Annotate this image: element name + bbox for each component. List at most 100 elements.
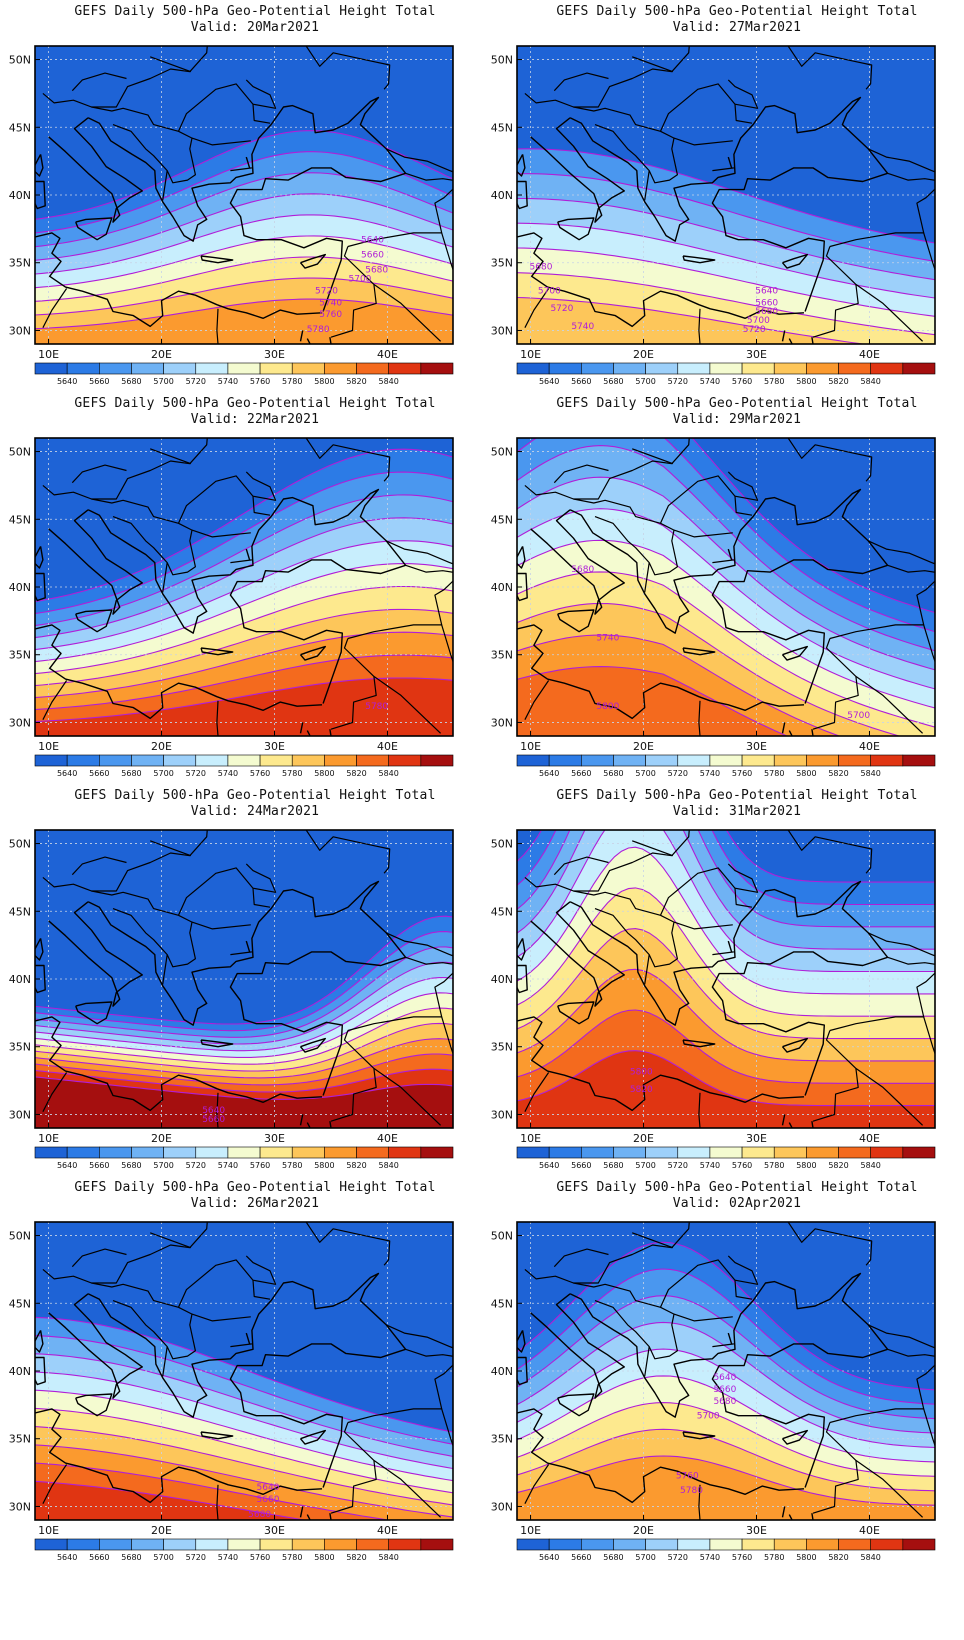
panel-title-line: GEFS Daily 500-hPa Geo-Potential Height … bbox=[74, 788, 436, 803]
contour-line bbox=[35, 585, 453, 675]
country-border bbox=[245, 863, 277, 893]
coastline bbox=[517, 180, 528, 210]
colorbar-label: 5840 bbox=[379, 1161, 399, 1170]
country-border bbox=[727, 471, 759, 501]
colorbar-swatch bbox=[388, 362, 422, 375]
colorbar-swatch bbox=[838, 1538, 871, 1551]
country-border bbox=[305, 1222, 391, 1266]
country-border bbox=[553, 856, 609, 876]
country-border bbox=[923, 1016, 935, 1056]
colorbar-swatch bbox=[131, 1538, 164, 1551]
coastline bbox=[299, 722, 304, 734]
contour-line bbox=[517, 1241, 935, 1391]
lon-label: 40E bbox=[859, 1132, 880, 1145]
coastline bbox=[788, 1122, 793, 1128]
colorbar-swatch bbox=[581, 1538, 614, 1551]
contour-label: 5680 bbox=[571, 565, 594, 575]
lat-label: 35N bbox=[9, 1433, 31, 1446]
country-border bbox=[191, 137, 251, 146]
colorbar-swatch bbox=[741, 1146, 775, 1159]
country-border bbox=[441, 1408, 453, 1448]
lat-label: 50N bbox=[491, 54, 513, 67]
country-border bbox=[191, 529, 251, 538]
contour-line bbox=[517, 571, 935, 728]
country-border bbox=[149, 1232, 192, 1249]
lon-label: 30E bbox=[264, 348, 285, 361]
lat-label: 35N bbox=[9, 257, 31, 270]
lat-label: 35N bbox=[491, 1041, 513, 1054]
colorbar: 5640 5660 5680 5700 5720 5740 5760 5780 5800 5820… bbox=[34, 1538, 454, 1562]
country-border bbox=[162, 1346, 168, 1377]
colorbar-label: 5760 bbox=[250, 769, 270, 778]
country-border bbox=[659, 867, 753, 916]
country-border bbox=[673, 529, 733, 538]
country-border bbox=[216, 1092, 219, 1128]
coastline bbox=[788, 338, 793, 344]
coastline bbox=[245, 940, 251, 953]
coastline bbox=[954, 1292, 960, 1316]
colorbar-label: 5680 bbox=[603, 377, 623, 386]
country-border bbox=[812, 1030, 859, 1122]
colorbar-swatch bbox=[902, 754, 936, 767]
coastline bbox=[245, 1332, 251, 1345]
colorbar-swatch bbox=[741, 754, 775, 767]
lon-label: 20E bbox=[633, 1524, 654, 1537]
colorbar-label: 5760 bbox=[732, 377, 752, 386]
contour-line bbox=[517, 830, 935, 950]
colorbar-label: 5700 bbox=[635, 377, 655, 386]
coastline bbox=[48, 509, 143, 615]
country-border bbox=[631, 840, 674, 857]
coastline bbox=[517, 964, 528, 994]
contour-label: 5720 bbox=[743, 325, 766, 335]
lon-label: 20E bbox=[151, 1132, 172, 1145]
colorbar-label: 5720 bbox=[668, 1161, 688, 1170]
colorbar-label: 5800 bbox=[796, 1553, 816, 1562]
colorbar-swatch bbox=[516, 754, 550, 767]
colorbar-swatch bbox=[291, 1146, 325, 1159]
coastline bbox=[569, 1272, 889, 1488]
valid-prefix: Valid: bbox=[190, 20, 239, 35]
colorbar-label: 5660 bbox=[89, 377, 109, 386]
colorbar-swatch bbox=[163, 362, 197, 375]
colorbar-swatch bbox=[645, 362, 679, 375]
country-border bbox=[347, 956, 453, 1032]
coastline bbox=[557, 217, 595, 241]
colorbar-label: 5760 bbox=[732, 769, 752, 778]
lat-label: 30N bbox=[9, 1108, 31, 1121]
country-border bbox=[230, 1343, 252, 1348]
colorbar-label: 5720 bbox=[668, 1553, 688, 1562]
panel-title-line: GEFS Daily 500-hPa Geo-Potential Height … bbox=[74, 4, 436, 19]
colorbar-label: 5640 bbox=[57, 377, 77, 386]
colorbar-label: 5640 bbox=[57, 769, 77, 778]
contour-line bbox=[35, 448, 453, 603]
contour-line bbox=[517, 1455, 935, 1506]
map-panel-3: GEFS Daily 500-hPa Geo-Potential Height … bbox=[0, 392, 482, 802]
country-border bbox=[330, 638, 377, 730]
contour-line bbox=[35, 1076, 453, 1100]
country-border bbox=[631, 56, 674, 73]
colorbar-swatch bbox=[291, 362, 325, 375]
coastline bbox=[682, 255, 716, 264]
colorbar-swatch bbox=[773, 1146, 807, 1159]
contour-line bbox=[517, 1295, 935, 1420]
colorbar-label: 5840 bbox=[861, 1161, 881, 1170]
contour-label: 5680 bbox=[713, 1397, 736, 1407]
colorbar: 5640 5660 5680 5700 5720 5740 5760 5780 5800 5820… bbox=[34, 1146, 454, 1170]
coastline bbox=[87, 880, 407, 1096]
colorbar-swatch bbox=[709, 1538, 743, 1551]
colorbar-label: 5780 bbox=[282, 1161, 302, 1170]
contour-line bbox=[517, 222, 935, 299]
coastline bbox=[682, 1431, 716, 1440]
lon-label: 30E bbox=[746, 348, 767, 361]
contour-line bbox=[35, 931, 453, 1032]
colorbar-swatch bbox=[773, 362, 807, 375]
country-border bbox=[812, 246, 859, 338]
colorbar-swatch bbox=[227, 754, 261, 767]
contour-line bbox=[35, 214, 453, 275]
country-border bbox=[698, 1484, 701, 1520]
contour-line bbox=[517, 1402, 935, 1477]
country-border bbox=[787, 1222, 873, 1266]
colorbar-label: 5720 bbox=[668, 377, 688, 386]
valid-prefix: Valid: bbox=[190, 412, 239, 427]
